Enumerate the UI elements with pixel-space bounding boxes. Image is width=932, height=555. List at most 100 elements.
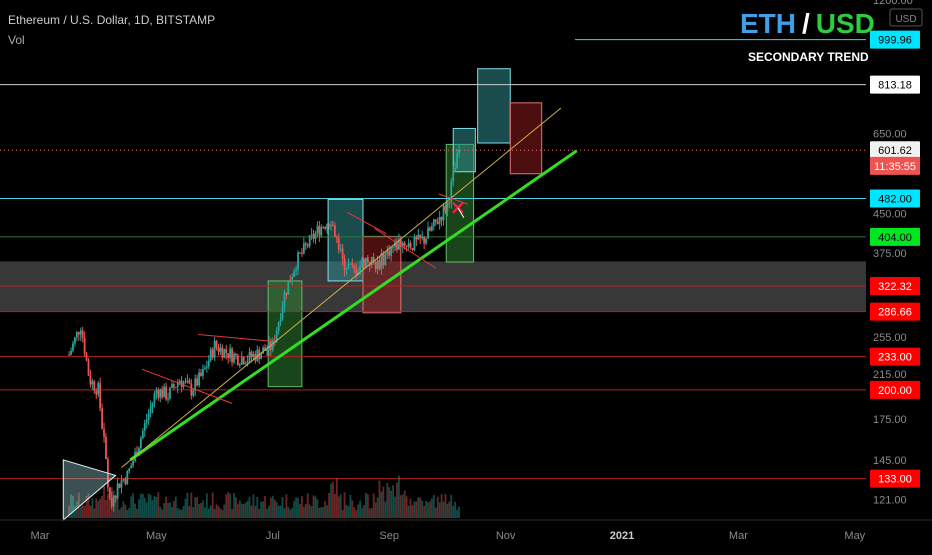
candle-body	[297, 252, 299, 270]
volume-bar	[246, 500, 249, 518]
volume-bar	[240, 503, 243, 518]
candle-body	[365, 257, 367, 267]
candle-body	[266, 349, 268, 351]
volume-bar	[159, 506, 162, 518]
candle-body	[184, 381, 187, 383]
volume-bar	[138, 499, 140, 518]
candle-body	[328, 224, 330, 226]
volume-bar	[345, 504, 348, 518]
volume-bar	[101, 495, 103, 518]
volume-bar	[277, 505, 280, 518]
volume-bar	[359, 500, 361, 518]
volume-bar	[254, 505, 257, 518]
volume-bar	[141, 493, 144, 518]
volume-bar	[221, 509, 224, 518]
volume-layer	[68, 475, 460, 518]
volume-bar	[97, 501, 100, 518]
candle-body	[116, 483, 119, 499]
volume-bar	[444, 494, 447, 518]
volume-bar	[83, 505, 86, 518]
volume-bar	[318, 507, 321, 518]
red-box-zone-7	[509, 102, 543, 175]
logo: ETH / USD	[740, 8, 875, 39]
volume-bar	[105, 499, 107, 518]
volume-bar	[77, 492, 80, 518]
downtrend-line-4	[438, 193, 468, 205]
candle-body	[301, 253, 303, 255]
candle-body	[163, 386, 166, 398]
volume-bar	[200, 502, 202, 518]
volume-bar	[184, 498, 187, 518]
time-tick-2: Jul	[266, 530, 280, 542]
candle-body	[285, 292, 288, 295]
candle-body	[83, 337, 86, 354]
candle-body	[223, 349, 226, 358]
candle-body	[415, 236, 418, 240]
price-label-10: 133.00	[878, 474, 912, 486]
volume-bar	[229, 493, 232, 518]
teal-box-zone-5	[477, 68, 511, 144]
volume-bar	[399, 495, 402, 518]
candle-body	[361, 259, 363, 267]
candle-body	[409, 242, 412, 249]
candle-body	[295, 269, 297, 272]
volume-bar	[89, 505, 92, 518]
price-label-4: 482.00	[878, 193, 912, 205]
volume-bar	[289, 509, 292, 518]
price-label-box-2	[870, 141, 920, 160]
candle-body	[172, 384, 175, 388]
candle-body	[425, 238, 427, 244]
volume-bar	[392, 485, 394, 518]
time-axis-ticks[interactable]: Mar May Jul Sep Nov 2021 Mar May	[31, 530, 866, 542]
volume-bar	[262, 501, 264, 518]
volume-bar	[304, 503, 307, 518]
volume-bar	[180, 509, 183, 518]
candle-body	[314, 232, 317, 239]
volume-bar	[452, 505, 455, 518]
volume-bar	[68, 505, 70, 518]
candle-body	[372, 257, 375, 262]
price-label-box-5	[870, 227, 920, 246]
candle-body	[419, 234, 422, 239]
candle-body	[171, 384, 173, 388]
candle-body	[81, 330, 84, 338]
volume-bar	[330, 483, 332, 518]
volume-bar	[343, 492, 346, 518]
currency-badge-frame[interactable]	[889, 8, 923, 27]
price-tick-8: 121.00	[873, 494, 907, 506]
candle-body	[75, 332, 78, 338]
candle-body	[320, 227, 323, 236]
candle-body	[347, 264, 350, 269]
candle-body	[167, 398, 169, 400]
candle-body	[281, 307, 284, 320]
price-label-box-0	[870, 30, 920, 49]
candles-layer	[68, 144, 460, 512]
volume-bar	[376, 497, 379, 518]
price-label-box-9	[870, 380, 920, 399]
price-tick-4: 255.00	[873, 332, 907, 344]
candle-body	[246, 360, 249, 364]
volume-bar	[85, 496, 88, 518]
volume-bar	[167, 502, 169, 518]
price-label-6: 322.32	[878, 281, 912, 293]
candle-body	[430, 226, 433, 231]
currency-badge[interactable]: USD	[895, 14, 916, 25]
volume-bar	[409, 498, 412, 518]
candle-body	[200, 372, 202, 376]
candle-body	[207, 360, 210, 367]
candle-body	[332, 224, 334, 226]
volume-bar	[279, 505, 282, 518]
volume-bar	[386, 482, 389, 518]
logo-quote: USD	[816, 8, 875, 39]
price-label-1: 813.18	[878, 80, 912, 92]
volume-bar	[301, 496, 303, 518]
volume-bar	[306, 493, 309, 518]
candle-body	[291, 277, 294, 282]
volume-bar	[401, 494, 404, 518]
candle-body	[176, 382, 179, 388]
candle-body	[335, 236, 338, 238]
candle-body	[382, 253, 385, 265]
volume-bar	[258, 508, 261, 518]
